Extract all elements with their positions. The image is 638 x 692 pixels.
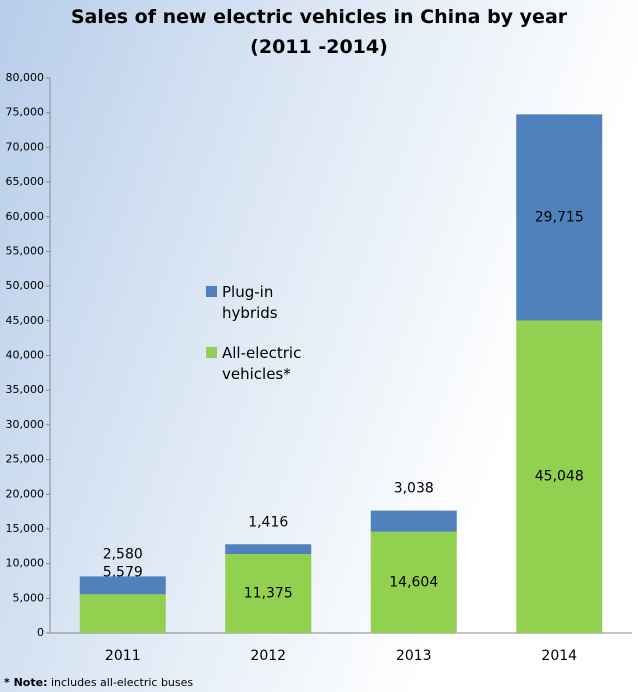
y-tick-label: 30,000: [6, 418, 45, 431]
x-tick-label: 2014: [541, 648, 577, 664]
y-tick-label: 20,000: [6, 487, 45, 500]
value-label: 1,416: [248, 514, 288, 530]
chart-title: Sales of new electric vehicles in China …: [70, 6, 568, 28]
chart-subtitle: (2011 -2014): [250, 36, 388, 58]
y-tick-label: 55,000: [6, 244, 45, 257]
y-tick-label: 80,000: [6, 71, 45, 84]
bar-segment: [516, 114, 603, 321]
legend-label: All-electric vehicles*: [222, 344, 302, 383]
value-label: 5,579: [103, 564, 143, 580]
y-tick-label: 35,000: [6, 383, 45, 396]
bar-segment: [370, 510, 457, 532]
y-tick-label: 0: [37, 626, 44, 639]
x-tick-label: 2012: [250, 648, 286, 664]
legend-label: Plug-in hybrids: [222, 283, 278, 322]
bar-segment: [370, 531, 457, 633]
bar-segment: [225, 544, 312, 555]
bar-segment: [79, 576, 166, 595]
value-label: 3,038: [394, 481, 434, 497]
value-label: 14,604: [389, 574, 438, 590]
note-text: includes all-electric buses: [50, 676, 194, 689]
y-tick-label: 5,000: [13, 591, 45, 604]
legend-swatch: [206, 347, 217, 358]
y-tick-label: 70,000: [6, 140, 45, 153]
x-tick-label: 2013: [396, 648, 432, 664]
value-label: 11,375: [244, 586, 293, 602]
y-tick-label: 10,000: [6, 557, 45, 570]
y-tick-label: 45,000: [6, 314, 45, 327]
bar-segment: [79, 594, 166, 633]
value-label: 45,048: [535, 469, 584, 485]
bar-segment: [516, 320, 603, 633]
bar-segment: [225, 554, 312, 633]
value-label: 2,580: [103, 546, 143, 562]
x-tick-label: 2011: [105, 648, 141, 664]
y-tick-label: 40,000: [6, 349, 45, 362]
value-label: 29,715: [535, 209, 584, 225]
y-tick-label: 25,000: [6, 453, 45, 466]
y-tick-label: 60,000: [6, 210, 45, 223]
y-tick-label: 75,000: [6, 106, 45, 119]
y-tick-label: 15,000: [6, 522, 45, 535]
legend-swatch: [206, 286, 217, 297]
y-tick-label: 65,000: [6, 175, 45, 188]
note: * Note: includes all-electric buses: [4, 676, 193, 689]
y-tick-label: 50,000: [6, 279, 45, 292]
note-label: * Note:: [4, 676, 48, 689]
